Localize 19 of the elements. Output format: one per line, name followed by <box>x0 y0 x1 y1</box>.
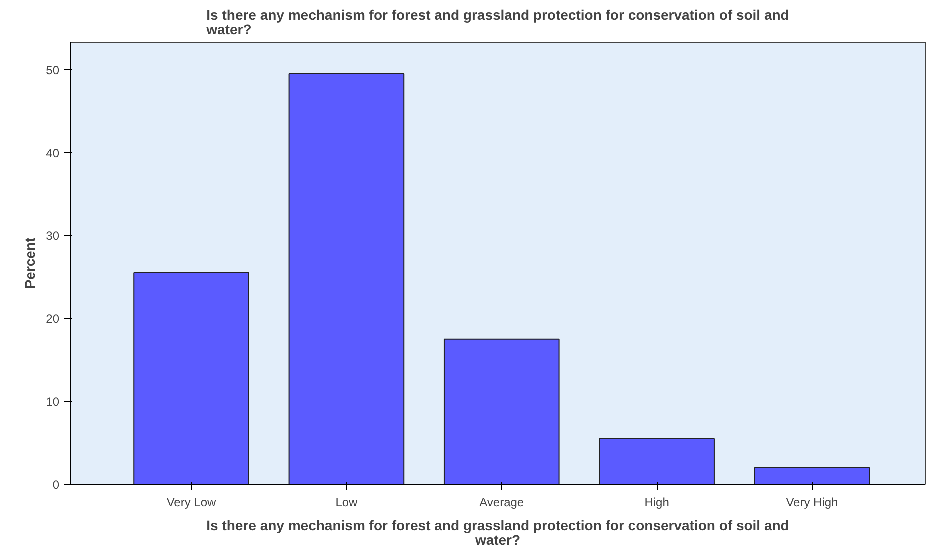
y-tick-label: 50 <box>46 63 60 78</box>
y-tick-label: 0 <box>52 478 60 492</box>
y-tick-label: 30 <box>46 229 60 244</box>
x-tick-label: Very Low <box>166 496 217 510</box>
bar <box>754 467 870 484</box>
x-tick-label: Average <box>480 496 524 510</box>
y-tick-label: 40 <box>46 146 60 160</box>
y-tick-label: 10 <box>46 395 60 410</box>
x-tick-label: Very High <box>786 496 838 510</box>
bar <box>288 74 405 484</box>
bar <box>599 438 715 484</box>
y-axis-title: Percent <box>22 237 38 290</box>
y-tick-label: 20 <box>46 312 60 326</box>
bar <box>444 338 560 484</box>
chart-title: Is there any mechanism for forest and grassland protection for conservation of soil and water? <box>206 7 790 38</box>
x-tick-label: Low <box>336 496 358 510</box>
x-tick-label: High <box>644 496 670 510</box>
bar <box>134 272 250 484</box>
x-axis-title: Is there any mechanism for forest and grassland protection for conservation of soil and water? <box>206 518 790 548</box>
